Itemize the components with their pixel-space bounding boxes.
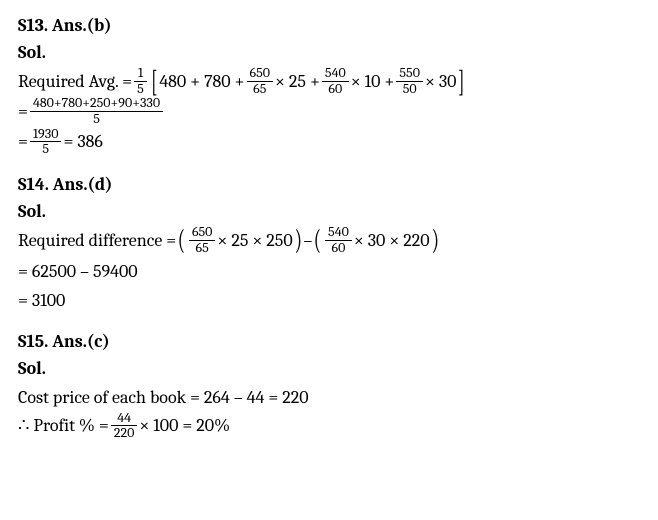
s13-eq-line1: Required Avg. = 1 5 [ 480 + 780 + 650 65… — [18, 66, 640, 96]
solution-13: S13. Ans.(b) Sol. Required Avg. = 1 5 [ … — [18, 12, 640, 157]
s14-eq-line1: Required difference = ( 650 65 × 25 × 25… — [18, 225, 640, 255]
left-bracket-icon: [ — [151, 71, 157, 92]
s15-line2-suffix: × 100 = 20% — [139, 412, 230, 439]
solution-14: S14. Ans.(d) Sol. Required difference = … — [18, 171, 640, 313]
s13-mult25: × 25 + — [275, 68, 320, 95]
s13-eq-line2: = 480+780+250+90+330 5 — [18, 96, 640, 126]
s13-heading: S13. Ans.(b) — [18, 12, 640, 39]
s14-frac-540-60: 540 60 — [325, 225, 352, 255]
s14-frac-650-65: 650 65 — [189, 225, 215, 255]
s13-frac-1930: 1930 5 — [30, 127, 61, 157]
s14-line2: = 62500 – 59400 — [18, 258, 640, 285]
s15-sol-label: Sol. — [18, 355, 640, 382]
left-paren-icon-2: ( — [314, 231, 321, 251]
s14-term1-rest: × 25 × 250 — [217, 227, 292, 254]
right-paren-icon: ) — [294, 231, 301, 251]
s14-minus: – — [303, 227, 312, 254]
s13-mult30: × 30 — [425, 68, 457, 95]
s14-term2-rest: × 30 × 220 — [354, 227, 430, 254]
left-paren-icon: ( — [178, 231, 185, 251]
s15-eq-line2: ∴ Profit % = 44 220 × 100 = 20% — [18, 411, 640, 441]
s13-eq-line3: = 1930 5 = 386 — [18, 127, 640, 157]
solution-15: S15. Ans.(c) Sol. Cost price of each boo… — [18, 328, 640, 441]
s13-frac-650-65: 650 65 — [247, 66, 273, 96]
s13-mult10: × 10 + — [351, 68, 395, 95]
s13-sol-label: Sol. — [18, 39, 640, 66]
right-paren-icon-2: ) — [431, 231, 438, 251]
s15-frac-44-220: 44 220 — [111, 411, 137, 441]
s13-frac-onefifth: 1 5 — [134, 66, 147, 96]
s15-heading: S15. Ans.(c) — [18, 328, 640, 355]
s14-sol-label: Sol. — [18, 198, 640, 225]
s13-frac-540-60: 540 60 — [322, 66, 349, 96]
s14-heading: S14. Ans.(d) — [18, 171, 640, 198]
s14-prefix: Required difference = — [18, 227, 176, 254]
s13-line3-prefix: = — [18, 128, 28, 155]
s13-result: = 386 — [63, 128, 102, 155]
s14-line3: = 3100 — [18, 287, 640, 314]
s15-line1: Cost price of each book = 264 – 44 = 220 — [18, 384, 640, 411]
s13-line2-prefix: = — [18, 98, 28, 125]
s13-frac-sum: 480+780+250+90+330 5 — [30, 96, 163, 126]
s13-prefix: Required Avg. = — [18, 68, 132, 95]
s13-term1: 480 + 780 + — [159, 68, 244, 95]
s15-line2-prefix: ∴ Profit % = — [18, 412, 109, 439]
right-bracket-icon: ] — [459, 71, 465, 92]
s13-frac-550-50: 550 50 — [396, 66, 423, 96]
